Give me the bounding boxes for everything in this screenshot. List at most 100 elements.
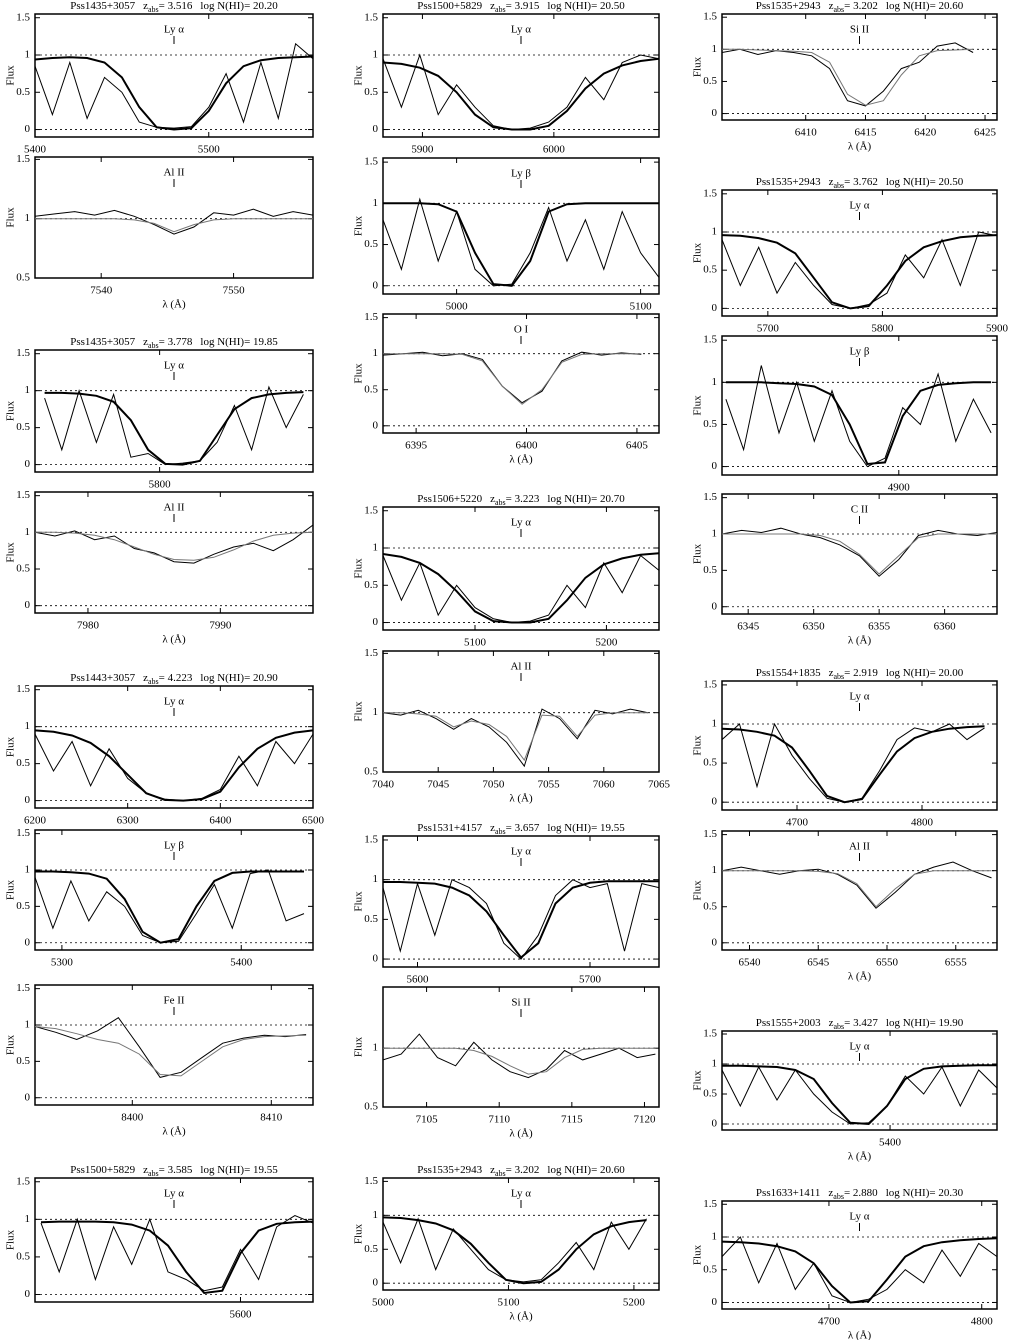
x-tick-label: 6425 <box>974 127 997 139</box>
y-axis-label: Flux <box>692 880 704 901</box>
x-tick-label: 7065 <box>648 779 671 791</box>
title-part: = 2.919 <box>844 667 878 679</box>
x-tick-label: 8410 <box>260 1112 283 1124</box>
y-tick-label: 1 <box>712 43 718 55</box>
spectrum-line <box>35 1017 307 1078</box>
panel-title: Pss1443+3057 zabs= 4.223 log N(HI)= 20.90 <box>70 672 278 687</box>
x-tick-label: 5100 <box>464 637 487 649</box>
spectrum-line <box>383 879 659 960</box>
y-axis-label: Flux <box>5 1229 17 1250</box>
title-part: log N(HI)= 20.20 <box>200 0 278 12</box>
x-tick-label: 6410 <box>795 127 818 139</box>
x-axis-label: λ (Å) <box>848 1330 872 1340</box>
y-tick-label: 0 <box>712 936 718 948</box>
line-label: Ly α <box>164 24 184 36</box>
x-tick-label: 6405 <box>626 440 649 452</box>
title-part: log N(HI)= 20.60 <box>886 0 964 12</box>
y-tick-label: 1 <box>712 1231 718 1243</box>
title-part: Pss1633+1411 <box>756 1187 820 1199</box>
spectrum-line <box>44 385 304 466</box>
title-part: Pss1506+5220 <box>417 493 482 505</box>
x-tick-label: 4700 <box>786 817 809 829</box>
x-tick-label: 7990 <box>209 620 232 632</box>
y-tick-label: 1 <box>25 49 31 61</box>
y-axis-label: Flux <box>5 400 17 421</box>
y-tick-label: 0.5 <box>364 238 378 250</box>
y-tick-label: 0 <box>712 107 718 119</box>
x-tick-label: 5700 <box>579 974 602 986</box>
spectrum-line <box>722 533 997 575</box>
x-tick-label: 5400 <box>24 144 47 156</box>
x-tick-label: 4800 <box>971 1316 994 1328</box>
plot-frame <box>34 491 314 614</box>
spectrum-line <box>35 1026 307 1077</box>
line-label: Ly α <box>849 1041 869 1053</box>
x-tick-label: 6415 <box>854 127 877 139</box>
plot-frame <box>382 986 660 1108</box>
title-part: abs <box>495 1169 506 1178</box>
y-tick-label: 1.5 <box>703 828 717 840</box>
line-label: Ly α <box>164 360 184 372</box>
y-tick-label: 0.5 <box>16 563 30 575</box>
title-part: abs <box>148 5 159 14</box>
plot-frame <box>34 829 314 951</box>
spectrum-line <box>35 524 313 564</box>
spectrum-line <box>722 1064 997 1126</box>
x-tick-label: 5300 <box>51 957 74 969</box>
y-tick-label: 0 <box>712 1296 718 1308</box>
x-axis-label: λ (Å) <box>509 793 533 805</box>
y-axis-label: Flux <box>692 56 704 77</box>
title-part: log N(HI)= 20.50 <box>547 0 625 12</box>
line-label: Al II <box>510 661 531 673</box>
line-label: Ly β <box>164 840 184 852</box>
panel-title: Pss1535+2943 zabs= 3.762 log N(HI)= 20.50 <box>756 176 964 191</box>
spectrum-line <box>35 208 313 235</box>
spectrum-line <box>35 55 313 131</box>
spectrum-line <box>722 234 997 310</box>
y-tick-label: 0 <box>25 936 31 948</box>
spectrum-line <box>722 42 974 107</box>
y-tick-label: 0.5 <box>16 1055 30 1067</box>
y-tick-label: 0.5 <box>16 421 30 433</box>
spectrum-line <box>725 365 992 468</box>
y-axis-label: Flux <box>5 542 17 563</box>
y-tick-label: 1.5 <box>364 311 378 323</box>
y-tick-label: 0.5 <box>364 383 378 395</box>
title-part: z <box>143 336 148 348</box>
x-tick-label: 7045 <box>427 779 450 791</box>
title-part: = 3.223 <box>506 493 540 505</box>
y-tick-label: 0.5 <box>364 579 378 591</box>
title-part: z <box>829 1017 834 1029</box>
y-axis-label: Flux <box>353 215 365 236</box>
y-tick-label: 0.5 <box>364 1243 378 1255</box>
spectrum-line <box>35 733 313 802</box>
plot-frame <box>721 830 998 951</box>
spectrum-line <box>383 353 642 405</box>
title-part: log N(HI)= 20.00 <box>886 667 964 679</box>
title-part: abs <box>495 827 506 836</box>
title-part: abs <box>495 498 506 507</box>
x-tick-label: 5500 <box>198 144 221 156</box>
title-part: = 3.202 <box>506 1164 540 1176</box>
x-tick-label: 6000 <box>543 144 566 156</box>
y-tick-label: 0.5 <box>16 86 30 98</box>
title-part: = 3.778 <box>159 336 193 348</box>
line-label: Al II <box>163 167 184 179</box>
y-tick-label: 1.5 <box>16 982 30 994</box>
y-tick-label: 0.5 <box>364 1101 378 1113</box>
x-tick-label: 5000 <box>446 301 469 313</box>
title-part: abs <box>148 1169 159 1178</box>
x-tick-label: 4900 <box>888 482 911 494</box>
y-tick-label: 1 <box>373 347 379 359</box>
y-tick-label: 0.5 <box>703 264 717 276</box>
title-part: Pss1555+2003 <box>756 1017 821 1029</box>
x-tick-label: 5100 <box>497 1297 520 1309</box>
line-label: Ly α <box>511 517 531 529</box>
y-tick-label: 1.5 <box>16 827 30 839</box>
line-label: Al II <box>849 841 870 853</box>
spectrum-line <box>35 729 313 802</box>
y-tick-label: 0.5 <box>16 757 30 769</box>
plot-frame <box>721 13 998 121</box>
spectrum-line <box>383 1033 656 1079</box>
